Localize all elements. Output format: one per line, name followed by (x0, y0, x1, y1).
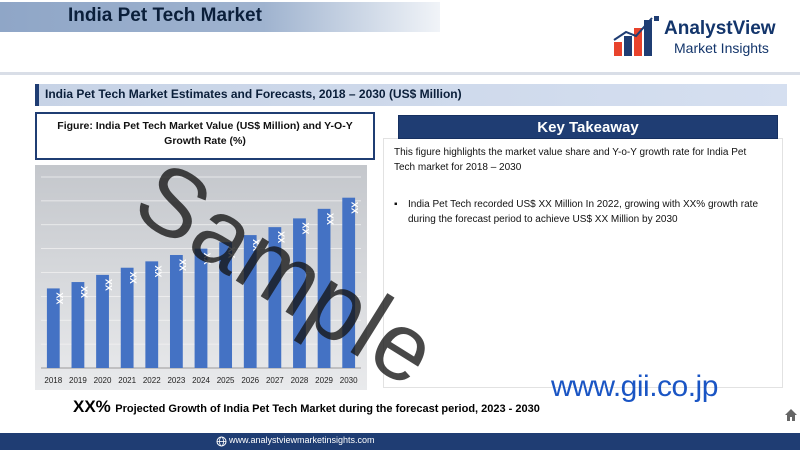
key-takeaway-panel: This figure highlights the market value … (383, 138, 783, 388)
x-tick-label-2023: 2023 (167, 376, 185, 385)
bar-2025 (219, 242, 233, 368)
data-label-2019: XX (79, 286, 89, 298)
bar-2029 (317, 208, 331, 368)
page-title: India Pet Tech Market (68, 5, 262, 26)
chart-panel: XX 2018 XX 2019 XX 2020 XX 2021 XX 2022 XX 2023 XX 20… (35, 165, 367, 390)
growth-statement: XX% Projected Growth of India Pet Tech M… (73, 397, 540, 417)
bar-2018 (46, 288, 60, 368)
logo-name: AnalystView (664, 18, 776, 39)
x-tick-label-2021: 2021 (118, 376, 136, 385)
x-tick-label-2026: 2026 (241, 376, 259, 385)
section-title: India Pet Tech Market Estimates and Fore… (45, 87, 462, 101)
logo-bars-icon (613, 16, 659, 56)
bar-chart: XX 2018 XX 2019 XX 2020 XX 2021 XX 2022 XX 2023 XX 20… (41, 176, 361, 385)
data-label-2028: XX (300, 222, 310, 234)
header-divider (0, 72, 800, 75)
company-logo[interactable]: AnalystView Market Insights (612, 12, 792, 62)
section-bar: India Pet Tech Market Estimates and Fore… (35, 84, 787, 106)
x-tick-label-2025: 2025 (217, 376, 235, 385)
data-label-2029: XX (325, 213, 335, 225)
data-label-2025: XX (227, 246, 237, 258)
bar-2028 (293, 218, 306, 368)
data-label-2018: XX (54, 292, 64, 304)
x-tick-label-2019: 2019 (69, 376, 87, 385)
key-takeaway-heading: Key Takeaway (537, 119, 639, 136)
gii-watermark: www.gii.co.jp (551, 370, 718, 403)
globe-icon (216, 436, 227, 447)
key-takeaway-header: Key Takeaway (398, 115, 778, 139)
data-label-2024: XX (202, 253, 212, 265)
bar-2021 (120, 267, 134, 368)
data-label-2022: XX (153, 265, 163, 277)
x-tick-label-2024: 2024 (192, 376, 210, 385)
x-tick-label-2030: 2030 (340, 376, 358, 385)
home-icon[interactable] (784, 408, 798, 422)
bar-2026 (243, 235, 257, 368)
data-label-2020: XX (104, 279, 114, 291)
bar-2027 (268, 227, 282, 368)
bar-2022 (145, 261, 159, 368)
bar-2020 (96, 274, 109, 368)
x-tick-label-2028: 2028 (291, 376, 309, 385)
figure-caption: Figure: India Pet Tech Market Value (US$… (57, 120, 353, 147)
x-tick-label-2029: 2029 (315, 376, 333, 385)
bar-2024 (194, 248, 208, 368)
x-tick-label-2020: 2020 (94, 376, 112, 385)
data-label-2021: XX (128, 272, 138, 284)
key-takeaway-bullet: India Pet Tech recorded US$ XX Million I… (394, 197, 769, 227)
bar-2030 (342, 197, 356, 368)
title-band: India Pet Tech Market (0, 2, 440, 32)
x-tick-label-2022: 2022 (143, 376, 161, 385)
key-takeaway-intro: This figure highlights the market value … (394, 147, 747, 173)
growth-value: XX% (73, 397, 111, 416)
data-label-2023: XX (177, 259, 187, 271)
footer: www.analystviewmarketinsights.com (0, 433, 800, 450)
bar-2023 (169, 254, 183, 368)
x-tick-label-2018: 2018 (44, 376, 62, 385)
header: India Pet Tech Market AnalystView Market… (0, 0, 800, 72)
bar-2019 (71, 282, 85, 368)
data-label-2027: XX (276, 231, 286, 243)
figure-caption-box: Figure: India Pet Tech Market Value (US$… (35, 112, 375, 160)
logo-subtitle: Market Insights (674, 40, 769, 56)
data-label-2026: XX (251, 239, 261, 251)
x-tick-label-2027: 2027 (266, 376, 284, 385)
data-label-2030: XX (350, 202, 360, 214)
footer-url[interactable]: www.analystviewmarketinsights.com (229, 435, 375, 445)
growth-text: Projected Growth of India Pet Tech Marke… (115, 403, 540, 415)
